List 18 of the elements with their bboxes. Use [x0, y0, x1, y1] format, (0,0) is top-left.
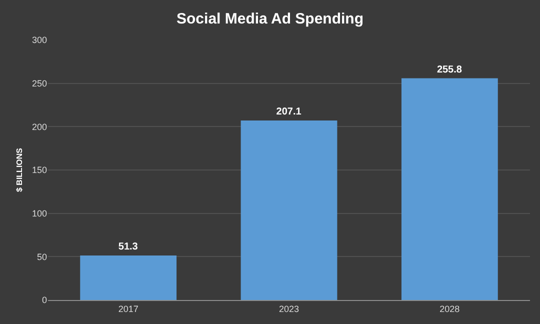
- y-tick-label: 50: [36, 252, 47, 262]
- bar: [240, 120, 338, 300]
- bar: [80, 256, 177, 300]
- data-label: 207.1: [276, 106, 302, 118]
- y-tick-label: 250: [32, 78, 47, 88]
- bar: [401, 78, 498, 300]
- x-tick-label: 2023: [278, 304, 300, 314]
- data-label: 51.3: [118, 242, 138, 253]
- y-tick-label: 100: [32, 208, 47, 218]
- y-tick-label: 300: [32, 35, 47, 46]
- y-tick-label: 0: [42, 295, 47, 306]
- chart-title: Social Media Ad Spending: [176, 10, 364, 28]
- x-tick-label: 2017: [118, 304, 138, 314]
- y-tick-label: 200: [32, 122, 47, 132]
- x-tick-label: 2028: [440, 304, 460, 314]
- y-tick-label: 150: [32, 165, 47, 176]
- data-label: 255.8: [436, 64, 462, 76]
- y-axis-title: $ BILLIONS: [15, 147, 24, 192]
